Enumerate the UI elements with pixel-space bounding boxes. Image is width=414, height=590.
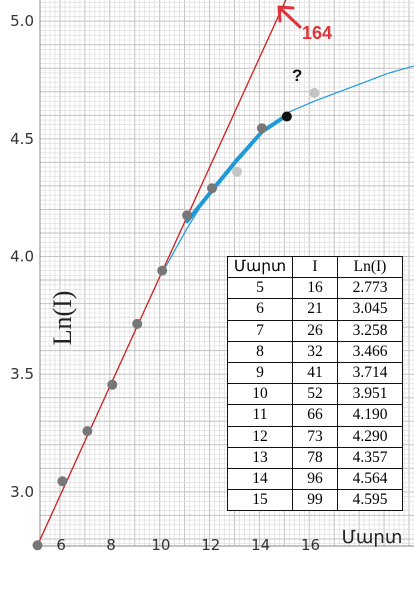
y-tick-label: 4.5 (10, 130, 34, 148)
table-cell: 8 (227, 340, 293, 363)
data-point (132, 318, 143, 329)
table-cell: 4.190 (337, 404, 403, 427)
table-row: 12 73 4.290 (227, 425, 403, 448)
trend-label-164: 164 (302, 23, 332, 43)
x-tick-label: 10 (151, 536, 170, 554)
y-axis-label: Ln(I) (48, 291, 77, 346)
table-cell: 6 (227, 298, 293, 321)
faded-data-point (231, 166, 242, 177)
faded-data-point (309, 87, 320, 98)
table-cell: 99 (292, 489, 338, 512)
table-cell: 41 (292, 361, 338, 385)
last-data-point (281, 111, 292, 122)
table-row: 8 32 3.466 (227, 340, 403, 363)
table-cell: 10 (227, 383, 293, 406)
table-row: 5 16 2.773 (227, 277, 403, 300)
table-row: 7 26 3.258 (227, 319, 403, 342)
y-tick-label: 4.0 (10, 248, 34, 266)
table-cell: 78 (292, 446, 338, 469)
table-cell: 32 (292, 340, 338, 363)
table-row: 6 21 3.045 (227, 298, 403, 321)
table-cell: 52 (292, 383, 338, 406)
y-tick-label: 5.0 (10, 12, 34, 30)
table-cell: 15 (227, 489, 293, 512)
y-tick-labels: 3.0 3.5 4.0 4.5 5.0 (10, 12, 34, 501)
table-cell: 4.290 (337, 425, 403, 448)
table-cell: 21 (292, 298, 338, 321)
table-cell: 5 (227, 277, 293, 300)
table-row: 11 66 4.190 (227, 404, 403, 427)
table-cell: 96 (292, 467, 338, 491)
table-cell: 3.045 (337, 298, 403, 321)
table-row: 10 52 3.951 (227, 383, 403, 406)
data-point (256, 123, 267, 134)
y-tick-label: 3.5 (10, 365, 34, 383)
table-row: 14 96 4.564 (227, 467, 403, 491)
table-cell: 3.714 (337, 361, 403, 385)
table-cell: 2.773 (337, 277, 403, 300)
table-cell: 7 (227, 319, 293, 342)
annotations: 164 ? (277, 5, 332, 85)
table-cell: 3.258 (337, 319, 403, 342)
table-row: 9 41 3.714 (227, 361, 403, 385)
data-table: Մարտ I Ln(I) 5 16 2.773 6 21 3.045 7 26 3.258 8 32 3.4… (227, 255, 403, 512)
table-cell: 16 (292, 277, 338, 300)
table-cell: 12 (227, 425, 293, 448)
table-row: 13 78 4.357 (227, 446, 403, 469)
table-header-cell: Մարտ (227, 255, 293, 279)
x-tick-label: 16 (301, 536, 320, 554)
table-cell: 14 (227, 467, 293, 491)
table-cell: 26 (292, 319, 338, 342)
arrow-head-icon (277, 5, 295, 23)
table-cell: 4.595 (337, 489, 403, 512)
table-cell: 13 (227, 446, 293, 469)
data-point (82, 426, 93, 437)
data-point (157, 265, 168, 276)
table-header-row: Մարտ I Ln(I) (227, 255, 403, 279)
x-tick-label: 12 (201, 536, 220, 554)
table-cell: 3.466 (337, 340, 403, 363)
data-point (57, 476, 68, 487)
table-header-cell: Ln(I) (337, 255, 403, 279)
table-header-cell: I (292, 255, 338, 279)
data-point (32, 540, 43, 551)
x-tick-label: 8 (106, 536, 116, 554)
data-points (32, 87, 320, 551)
data-point (107, 379, 118, 390)
table-cell: 4.564 (337, 467, 403, 491)
x-tick-label: 6 (56, 536, 66, 554)
table-row: 15 99 4.595 (227, 489, 403, 512)
x-tick-labels: 6 8 10 12 14 16 (56, 536, 320, 554)
x-axis-label: Մարտ (342, 527, 403, 547)
table-cell: 11 (227, 404, 293, 427)
table-cell: 73 (292, 425, 338, 448)
question-mark-label: ? (292, 66, 302, 85)
blue-fit-curve-thick (185, 113, 289, 224)
blue-fit-curve-thin (161, 65, 414, 274)
table-cell: 9 (227, 361, 293, 385)
table-cell: 3.951 (337, 383, 403, 406)
data-point (182, 210, 193, 221)
arrow-shaft (279, 7, 302, 29)
data-point (207, 183, 218, 194)
y-tick-label: 3.0 (10, 483, 34, 501)
table-cell: 66 (292, 404, 338, 427)
table-cell: 4.357 (337, 446, 403, 469)
x-tick-label: 14 (251, 536, 270, 554)
